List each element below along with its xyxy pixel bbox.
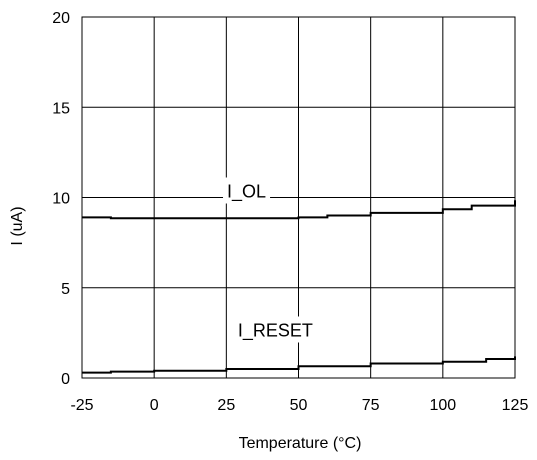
series-label-background [223, 177, 271, 204]
x-tick-label: 25 [217, 397, 235, 414]
series-labels: I_OL I_RESET [223, 177, 317, 343]
x-tick-label: 0 [150, 397, 159, 414]
series-line-i-ol [82, 200, 516, 220]
y-tick-label: 20 [52, 10, 70, 27]
series-layer [82, 200, 516, 374]
plot-frame [81, 16, 516, 379]
x-axis-label: Temperature (°C) [239, 435, 362, 452]
y-tick-label: 5 [61, 281, 70, 298]
x-tick-label: 50 [290, 397, 308, 414]
y-tick-label: 15 [52, 100, 70, 117]
series-line-i-reset [82, 356, 516, 374]
x-tick-label: -25 [70, 397, 93, 414]
y-tick-label: 0 [61, 371, 70, 388]
series-label-background [233, 316, 317, 343]
series-label: I_OL [227, 182, 266, 203]
y-tick-label: 10 [52, 191, 70, 208]
x-tick-label: 125 [502, 397, 529, 414]
x-tick-label: 100 [429, 397, 456, 414]
y-axis-label: I (uA) [9, 206, 26, 245]
x-tick-label: 75 [362, 397, 380, 414]
series-label: I_RESET [238, 320, 313, 341]
